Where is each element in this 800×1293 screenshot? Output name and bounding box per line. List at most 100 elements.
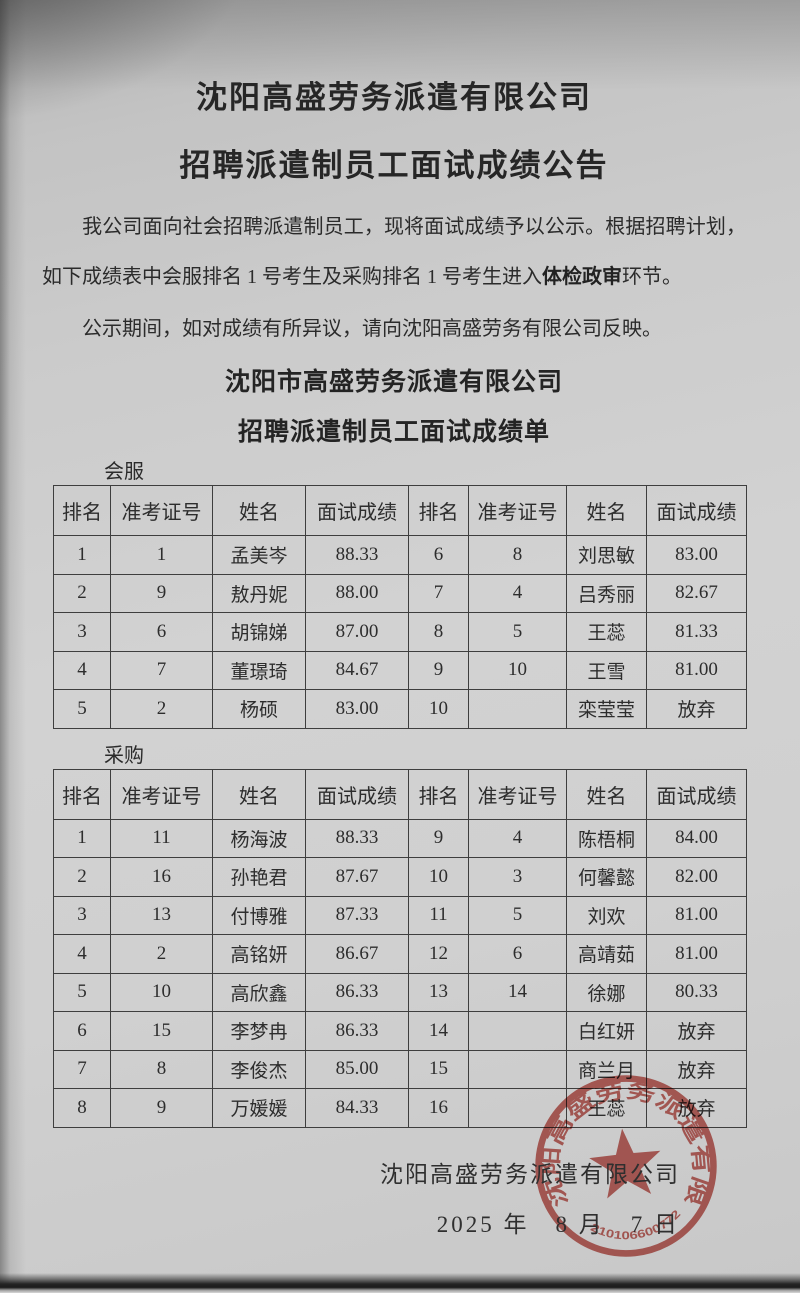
table-cell: 14 [468, 972, 567, 1012]
table-cell: 86.67 [305, 934, 409, 974]
column-header: 排名 [408, 485, 469, 536]
table-label-procurement: 采购 [104, 744, 144, 767]
table-cell: 16 [408, 1088, 469, 1128]
announcement-page: 沈阳高盛劳务派遣有限公司 招聘派遣制员工面试成绩公告 我公司面向社会招聘派遣制员… [42, 80, 747, 1128]
table-row: 8 9 万媛媛 84.33 16 王蕊 放弃 [53, 1088, 747, 1128]
table-cell: 16 [110, 857, 213, 897]
table-cell [468, 1088, 567, 1128]
table-cell: 2 [53, 573, 111, 613]
paragraph-1-tail: 环节。 [622, 266, 682, 288]
table-row: 3 6 胡锦娣 87.00 8 5 王蕊 81.33 [53, 612, 747, 652]
table-cell: 胡锦娣 [212, 612, 306, 652]
table-cell: 7 [408, 573, 469, 613]
table-cell: 刘思敏 [566, 535, 647, 575]
table-cell: 11 [408, 895, 469, 935]
table-cell: 王雪 [566, 650, 647, 690]
table-cell: 高欣鑫 [212, 972, 306, 1012]
paragraph-1-bold-text: 体检政审 [542, 266, 622, 288]
column-header: 准考证号 [468, 485, 567, 536]
table-cell: 81.33 [646, 612, 747, 652]
table-cell: 82.00 [646, 857, 747, 897]
table-cell: 11 [110, 818, 213, 858]
table-cell: 4 [468, 573, 567, 613]
table-cell: 7 [110, 650, 213, 690]
table-cell: 82.67 [646, 573, 747, 613]
table-cell: 10 [408, 689, 469, 729]
table-cell: 放弃 [646, 1011, 747, 1051]
table-cell: 86.33 [305, 1011, 409, 1051]
score-table-customer-service: 排名 准考证号 姓名 面试成绩 排名 准考证号 姓名 面试成绩 1 1 孟美岑 88.33 6 8 刘思敏… [53, 485, 747, 729]
table-cell: 放弃 [646, 689, 747, 729]
table-cell: 83.00 [646, 535, 747, 575]
column-header: 准考证号 [468, 768, 567, 820]
table-label-customer-service: 会服 [104, 461, 144, 483]
table-cell: 8 [110, 1049, 213, 1089]
table-cell: 付博雅 [212, 895, 306, 935]
table-cell: 9 [110, 1088, 213, 1128]
column-header: 面试成绩 [305, 485, 409, 536]
table-cell: 9 [408, 650, 469, 690]
column-header: 排名 [53, 485, 111, 536]
table-cell [468, 689, 567, 729]
table-cell: 9 [110, 573, 213, 613]
table-cell: 栾莹莹 [566, 689, 647, 729]
table-cell [468, 1011, 567, 1051]
table-cell [468, 1049, 567, 1089]
table-cell: 13 [408, 972, 469, 1012]
table-cell: 孟美岑 [212, 535, 306, 575]
table-cell: 4 [468, 818, 567, 858]
table-row: 1 11 杨海波 88.33 9 4 陈梧桐 84.00 [53, 818, 747, 858]
table-cell: 10 [408, 857, 469, 897]
table-cell: 商兰月 [566, 1049, 647, 1089]
table-cell: 83.00 [305, 689, 409, 729]
paragraph-2-text: 公示期间，如对成绩有所异议，请向沈阳高盛劳务有限公司反映。 [82, 318, 662, 340]
table-cell: 2 [110, 689, 213, 729]
table-cell: 12 [408, 934, 469, 974]
table-row: 7 8 李俊杰 85.00 15 商兰月 放弃 [53, 1049, 747, 1089]
table-cell: 何馨懿 [566, 857, 647, 897]
table-cell: 1 [110, 535, 213, 575]
table-cell: 徐娜 [566, 972, 647, 1012]
table-cell: 7 [53, 1049, 111, 1089]
table-cell: 高靖茹 [566, 934, 647, 974]
table-cell: 88.33 [305, 818, 409, 858]
column-header: 姓名 [566, 485, 647, 536]
photo-bottom-edge [0, 1273, 800, 1293]
table-cell: 15 [110, 1011, 213, 1051]
table-cell: 88.00 [305, 573, 409, 613]
table-cell: 81.00 [646, 650, 747, 690]
table-cell: 3 [468, 857, 567, 897]
table-cell: 87.33 [305, 895, 409, 935]
table-cell: 81.00 [646, 934, 747, 974]
table-cell: 6 [468, 934, 567, 974]
table-cell: 万媛媛 [212, 1088, 306, 1128]
table-cell: 5 [53, 689, 111, 729]
table-cell: 3 [53, 895, 111, 935]
table-cell: 白红妍 [566, 1011, 647, 1051]
table-cell: 10 [468, 650, 567, 690]
table-cell: 2 [110, 934, 213, 974]
column-header: 面试成绩 [646, 768, 747, 820]
table-cell: 85.00 [305, 1049, 409, 1089]
table-cell: 王蕊 [566, 612, 647, 652]
score-list-title-line1: 沈阳市高盛劳务派遣有限公司 [224, 369, 563, 396]
table-cell: 5 [468, 612, 567, 652]
column-header: 姓名 [212, 768, 306, 820]
table-cell: 87.00 [305, 612, 409, 652]
announcement-title-line1: 沈阳高盛劳务派遣有限公司 [196, 80, 592, 115]
table-cell: 吕秀丽 [566, 573, 647, 613]
table-cell: 8 [468, 535, 567, 575]
table-cell: 84.67 [305, 650, 409, 690]
announcement-paragraph-2: 公示期间，如对成绩有所异议，请向沈阳高盛劳务有限公司反映。 [42, 304, 746, 354]
table-row: 2 16 孙艳君 87.67 10 3 何馨懿 82.00 [53, 857, 747, 897]
table-cell: 10 [110, 972, 213, 1012]
table-cell: 1 [53, 535, 111, 575]
table-row: 5 10 高欣鑫 86.33 13 14 徐娜 80.33 [53, 972, 747, 1012]
table-row: 1 1 孟美岑 88.33 6 8 刘思敏 83.00 [53, 535, 747, 575]
table-cell: 李俊杰 [212, 1049, 306, 1089]
table-cell: 陈梧桐 [566, 818, 647, 858]
table-row: 5 2 杨硕 83.00 10 栾莹莹 放弃 [53, 689, 747, 729]
table-cell: 王蕊 [566, 1088, 647, 1128]
table-cell: 高铭妍 [212, 934, 306, 974]
